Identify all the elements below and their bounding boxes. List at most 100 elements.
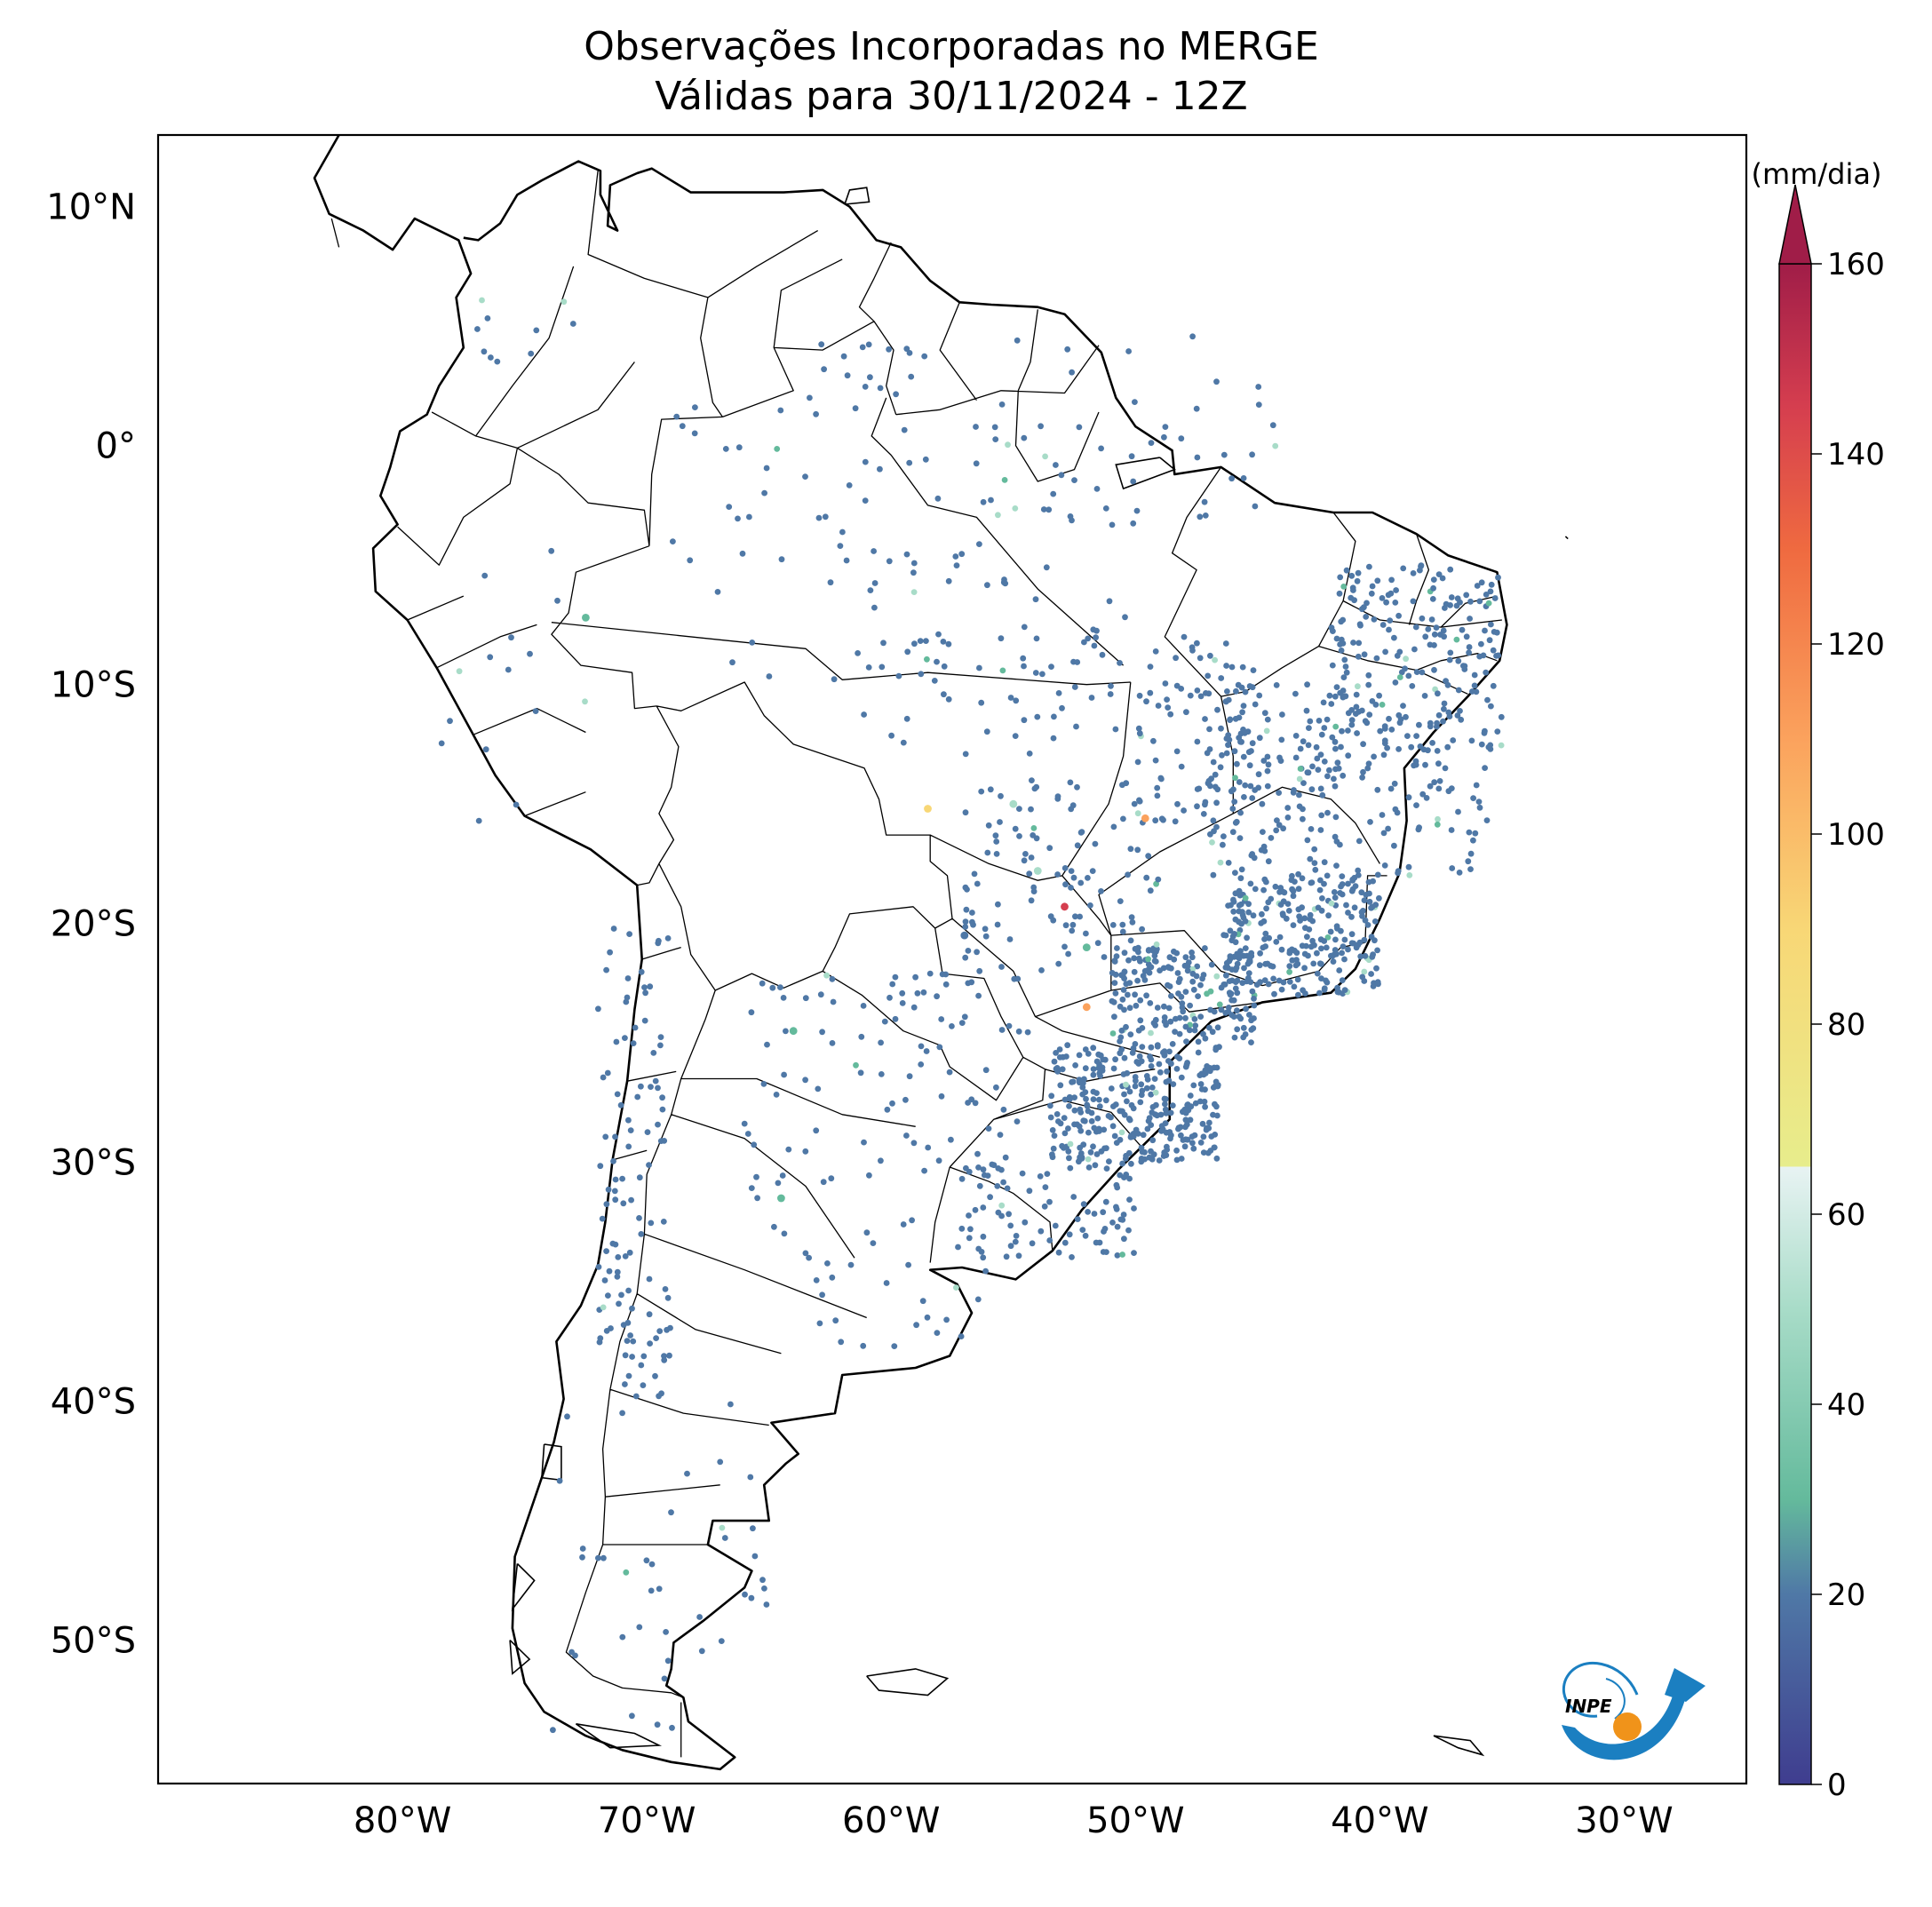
station-marker bbox=[1466, 644, 1473, 650]
station-marker bbox=[1015, 1252, 1022, 1259]
station-marker bbox=[1187, 1116, 1194, 1124]
station-marker bbox=[1119, 928, 1126, 935]
station-marker bbox=[622, 1035, 628, 1041]
station-marker bbox=[1197, 655, 1204, 662]
station-marker bbox=[1198, 1086, 1205, 1093]
station-marker bbox=[1241, 965, 1247, 972]
station-marker bbox=[1261, 710, 1268, 717]
station-marker bbox=[1088, 695, 1095, 701]
station-marker bbox=[1061, 1239, 1069, 1246]
station-marker bbox=[1047, 1102, 1053, 1109]
station-marker bbox=[614, 1268, 621, 1275]
station-marker bbox=[958, 1333, 965, 1339]
station-marker bbox=[1184, 1060, 1190, 1066]
station-marker bbox=[1162, 424, 1169, 430]
station-marker bbox=[1467, 616, 1473, 622]
station-marker bbox=[652, 1372, 658, 1379]
station-marker bbox=[903, 715, 910, 722]
station-marker bbox=[1239, 709, 1245, 716]
station-marker bbox=[1088, 1109, 1095, 1116]
station-marker bbox=[1137, 1017, 1144, 1024]
station-marker bbox=[829, 975, 836, 982]
station-marker bbox=[721, 1535, 728, 1541]
station-marker bbox=[1151, 952, 1158, 959]
station-marker bbox=[1427, 641, 1434, 648]
station-marker bbox=[1187, 1093, 1194, 1099]
station-marker bbox=[1304, 769, 1311, 776]
station-marker bbox=[1417, 567, 1423, 574]
station-marker bbox=[622, 1381, 628, 1387]
station-marker bbox=[1308, 786, 1316, 793]
station-marker bbox=[1143, 698, 1149, 705]
station-marker bbox=[1358, 909, 1365, 916]
station-marker bbox=[1258, 920, 1265, 926]
station-marker bbox=[1121, 1091, 1127, 1098]
station-marker bbox=[1300, 815, 1306, 822]
station-marker bbox=[1370, 983, 1377, 989]
station-marker bbox=[1152, 757, 1159, 764]
station-marker bbox=[1314, 970, 1321, 977]
station-marker bbox=[1098, 445, 1104, 452]
station-marker bbox=[1141, 814, 1149, 822]
station-marker bbox=[1388, 576, 1395, 584]
station-marker bbox=[1077, 829, 1085, 836]
station-marker bbox=[1194, 640, 1200, 647]
station-marker bbox=[1348, 931, 1356, 938]
station-marker bbox=[1049, 1154, 1056, 1161]
station-marker bbox=[1292, 962, 1300, 969]
station-marker bbox=[1309, 918, 1316, 925]
station-marker bbox=[980, 498, 987, 505]
station-marker bbox=[718, 1638, 725, 1644]
station-marker bbox=[1343, 567, 1350, 574]
station-marker bbox=[1348, 717, 1356, 724]
station-marker bbox=[1074, 842, 1081, 849]
station-marker bbox=[855, 650, 861, 656]
station-marker bbox=[1146, 1115, 1153, 1122]
station-marker bbox=[1061, 902, 1069, 911]
station-marker bbox=[1121, 1236, 1127, 1243]
station-marker bbox=[1243, 1005, 1249, 1013]
station-marker bbox=[1117, 898, 1124, 904]
station-marker bbox=[1197, 1013, 1205, 1020]
station-marker bbox=[1359, 606, 1365, 613]
station-marker bbox=[1125, 991, 1131, 998]
inpe-logo-arrow-icon bbox=[1665, 1668, 1705, 1702]
station-marker bbox=[1173, 950, 1181, 957]
station-marker bbox=[993, 851, 1000, 857]
station-marker bbox=[1453, 602, 1460, 609]
station-marker bbox=[906, 1073, 913, 1080]
station-marker bbox=[640, 1353, 648, 1360]
station-marker bbox=[980, 1204, 987, 1211]
station-marker bbox=[1152, 648, 1159, 655]
station-marker bbox=[1223, 972, 1229, 979]
station-marker bbox=[1161, 1003, 1167, 1010]
station-marker bbox=[1149, 1156, 1156, 1163]
station-marker bbox=[1421, 693, 1428, 699]
station-marker bbox=[623, 998, 630, 1005]
station-marker bbox=[1069, 1078, 1075, 1085]
station-marker bbox=[1148, 1122, 1155, 1128]
station-marker bbox=[924, 805, 932, 813]
station-marker bbox=[1336, 590, 1343, 597]
station-marker bbox=[1172, 1029, 1178, 1035]
station-marker bbox=[1353, 691, 1360, 698]
station-marker bbox=[978, 699, 985, 706]
station-marker bbox=[1355, 653, 1362, 660]
station-marker bbox=[857, 1069, 864, 1077]
station-marker bbox=[1184, 1136, 1191, 1143]
station-marker bbox=[1209, 1029, 1216, 1036]
station-marker bbox=[1226, 989, 1233, 997]
station-marker bbox=[1248, 852, 1255, 859]
station-marker bbox=[1212, 1046, 1220, 1053]
station-marker bbox=[617, 1101, 624, 1108]
station-marker bbox=[1271, 990, 1277, 997]
station-marker bbox=[1168, 993, 1174, 999]
station-marker bbox=[1111, 1013, 1117, 1021]
station-marker bbox=[1129, 918, 1136, 926]
station-marker bbox=[895, 672, 902, 679]
station-marker bbox=[1061, 865, 1069, 871]
station-marker bbox=[1110, 999, 1117, 1005]
station-marker bbox=[914, 989, 921, 997]
station-marker bbox=[1345, 752, 1352, 759]
